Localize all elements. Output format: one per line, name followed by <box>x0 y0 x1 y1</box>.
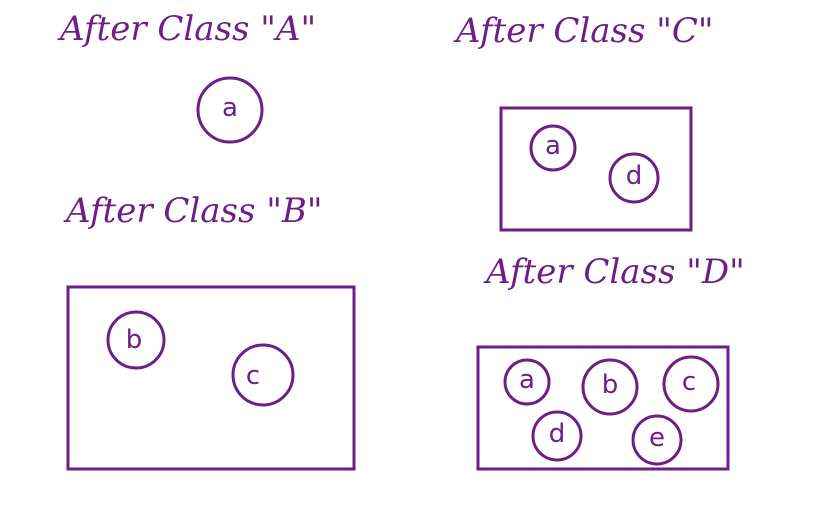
node-label: a <box>519 365 535 395</box>
panel-d: a b c d e <box>476 345 730 471</box>
node-circle <box>608 152 660 204</box>
panel-a-title: After Class "A" <box>60 9 317 49</box>
panel-c-title: After Class "C" <box>456 11 714 51</box>
node-circle <box>503 358 551 406</box>
node-circle <box>531 410 583 462</box>
panel-a: a <box>196 76 264 144</box>
node-circle <box>196 76 264 144</box>
node-label: e <box>649 423 665 453</box>
panel-c: a d <box>499 106 693 232</box>
node-label: b <box>126 325 143 355</box>
node-label: b <box>602 370 619 400</box>
node-circle <box>529 124 577 172</box>
node-circle <box>581 358 639 416</box>
node-circle <box>662 355 720 413</box>
node-circle <box>631 414 683 466</box>
node-label: c <box>246 361 260 391</box>
node-circle <box>231 343 295 407</box>
node-label: a <box>545 131 561 161</box>
panel-d-title: After Class "D" <box>486 252 745 292</box>
panel-d-box <box>476 345 730 471</box>
panel-b: b c <box>66 285 356 471</box>
panel-b-title: After Class "B" <box>66 191 323 231</box>
node-label: c <box>682 367 696 397</box>
panel-b-box <box>66 285 356 471</box>
node-label: a <box>222 93 238 123</box>
node-label: d <box>549 419 566 449</box>
node-label: d <box>626 161 643 191</box>
node-circle <box>106 310 166 370</box>
panel-c-box <box>499 106 693 232</box>
